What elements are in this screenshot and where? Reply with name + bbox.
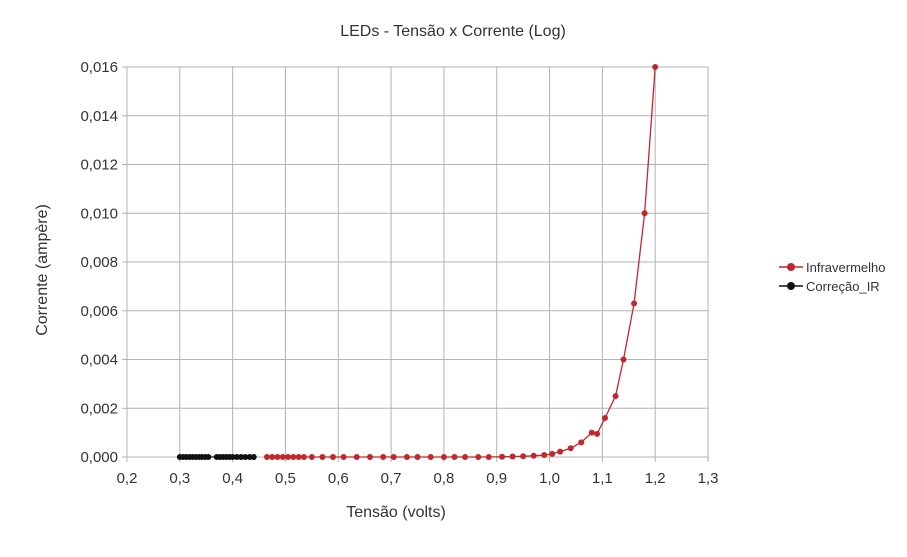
data-point bbox=[229, 454, 236, 460]
x-tick-label: 0,3 bbox=[169, 470, 190, 487]
x-tick-label: 1,0 bbox=[539, 470, 560, 487]
legend-item: Correção_IR bbox=[779, 279, 880, 294]
data-point bbox=[509, 453, 516, 460]
data-point bbox=[290, 454, 297, 460]
y-tick-label: 0,006 bbox=[80, 303, 118, 320]
data-point bbox=[620, 356, 627, 363]
data-point bbox=[233, 454, 240, 460]
data-point bbox=[269, 454, 276, 460]
data-point bbox=[530, 452, 537, 459]
data-point bbox=[238, 454, 245, 460]
data-point bbox=[340, 454, 347, 460]
data-point bbox=[549, 450, 556, 457]
data-point bbox=[295, 454, 302, 460]
y-tick-label: 0,004 bbox=[80, 352, 118, 369]
data-point bbox=[242, 454, 249, 460]
x-tick-label: 0,5 bbox=[275, 470, 296, 487]
data-point bbox=[366, 454, 373, 460]
legend-marker bbox=[787, 282, 795, 290]
data-point bbox=[602, 415, 609, 421]
data-point bbox=[594, 430, 601, 437]
data-point bbox=[274, 454, 281, 460]
data-point bbox=[612, 393, 619, 400]
x-axis-title: Tensão (volts) bbox=[346, 504, 446, 521]
y-axis-ticks: 0,000 0,002 0,004 0,006 0,008 0,010 0,012 0,014… bbox=[80, 59, 118, 466]
series-0 bbox=[263, 64, 659, 460]
data-point bbox=[246, 454, 253, 460]
data-point bbox=[641, 210, 648, 217]
data-point bbox=[329, 454, 336, 460]
legend-label: Infravermelho bbox=[806, 260, 885, 275]
data-point bbox=[279, 454, 286, 460]
data-point bbox=[319, 454, 326, 460]
data-point bbox=[588, 429, 595, 436]
data-point bbox=[353, 454, 360, 460]
series-1 bbox=[176, 454, 257, 460]
data-point bbox=[427, 454, 434, 460]
data-point bbox=[414, 454, 421, 460]
x-tick-label: 1,3 bbox=[698, 470, 719, 487]
data-point bbox=[541, 452, 548, 459]
data-point bbox=[451, 454, 458, 460]
data-point bbox=[308, 454, 315, 460]
data-point bbox=[475, 454, 482, 460]
series bbox=[176, 64, 659, 460]
data-point bbox=[652, 64, 659, 70]
y-tick-label: 0,014 bbox=[80, 108, 118, 125]
y-tick-label: 0,012 bbox=[80, 157, 118, 174]
data-point bbox=[499, 453, 506, 460]
data-point bbox=[440, 454, 447, 460]
data-point bbox=[631, 300, 638, 307]
y-axis-title: Corrente (ampère) bbox=[34, 204, 51, 336]
x-tick-label: 1,2 bbox=[645, 470, 666, 487]
data-point bbox=[567, 445, 574, 452]
data-point bbox=[285, 454, 292, 460]
x-tick-label: 0,8 bbox=[433, 470, 454, 487]
legend-label: Correção_IR bbox=[806, 279, 880, 294]
y-tick-label: 0,008 bbox=[80, 254, 118, 271]
x-tick-label: 0,6 bbox=[328, 470, 349, 487]
x-tick-label: 1,1 bbox=[592, 470, 613, 487]
x-tick-label: 0,2 bbox=[117, 470, 138, 487]
x-axis-ticks: 0,2 0,3 0,4 0,5 0,6 0,7 0,8 0,9 1,0 1,1 1,2 1,3 bbox=[117, 470, 719, 487]
x-tick-label: 0,4 bbox=[222, 470, 243, 487]
data-point bbox=[300, 454, 307, 460]
y-tick-label: 0,002 bbox=[80, 400, 118, 417]
x-tick-label: 0,7 bbox=[381, 470, 402, 487]
y-tick-label: 0,016 bbox=[80, 59, 118, 76]
data-point bbox=[380, 454, 387, 460]
grid bbox=[122, 66, 709, 462]
legend: Infravermelho Correção_IR bbox=[779, 260, 885, 294]
data-point bbox=[390, 454, 397, 460]
chart-title: LEDs - Tensão x Corrente (Log) bbox=[340, 23, 566, 40]
legend-item: Infravermelho bbox=[779, 260, 885, 275]
data-point bbox=[263, 454, 270, 460]
data-point bbox=[520, 453, 527, 460]
data-point bbox=[250, 454, 257, 460]
data-point bbox=[578, 439, 585, 446]
data-point bbox=[485, 454, 492, 460]
y-tick-label: 0,000 bbox=[80, 449, 118, 466]
x-tick-label: 0,9 bbox=[486, 470, 507, 487]
legend-marker bbox=[787, 263, 795, 271]
data-point bbox=[557, 448, 564, 455]
data-point bbox=[462, 454, 469, 460]
data-point bbox=[205, 454, 212, 460]
y-tick-label: 0,010 bbox=[80, 205, 118, 222]
data-point bbox=[403, 454, 410, 460]
